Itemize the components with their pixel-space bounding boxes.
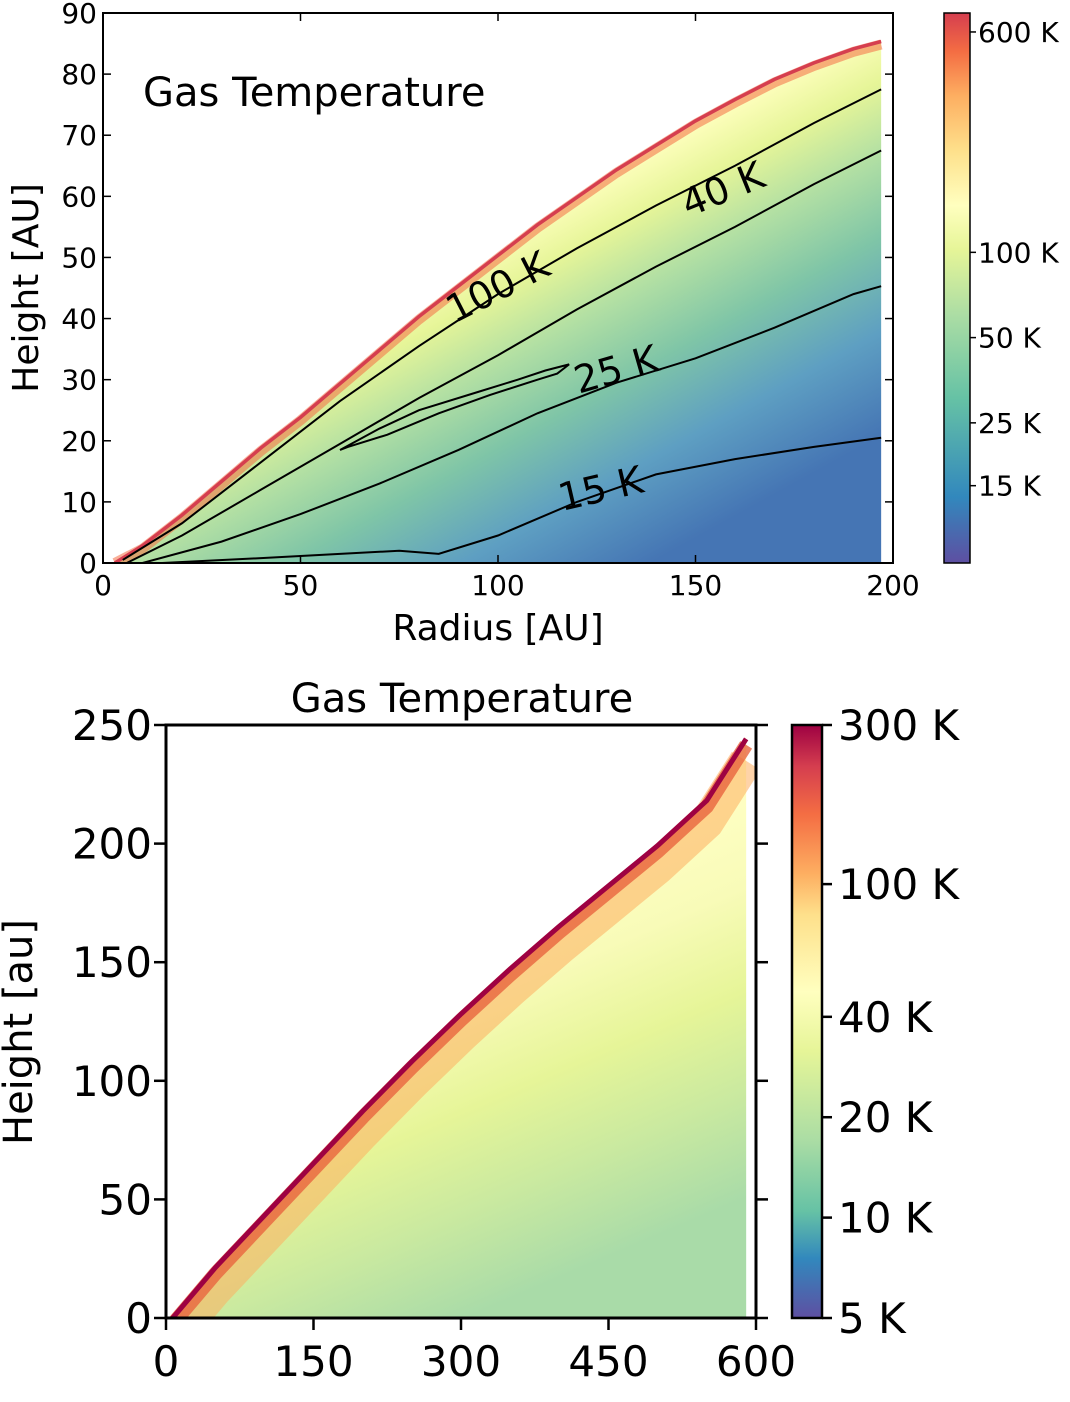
contour-line-0 (122, 88, 882, 561)
chart-1-colorbar (943, 12, 971, 564)
chart-1-x-axis-label: Radius [AU] (392, 608, 603, 649)
chart-2-plot-area (168, 736, 756, 1318)
x-tick-label: 100 (471, 569, 524, 602)
colorbar-tick-label: 15 K (978, 470, 1042, 503)
chart-2-hottest-layer (169, 737, 749, 1318)
colorbar-tick-label: 50 K (978, 322, 1042, 355)
colorbar-tick-label: 300 K (838, 701, 961, 750)
colorbar-tick-label: 25 K (978, 407, 1042, 440)
colorbar-tick-label: 600 K (978, 16, 1059, 49)
y-tick-label: 20 (61, 425, 97, 458)
contour-line-3 (162, 436, 882, 563)
y-tick-label: 150 (72, 938, 152, 987)
chart-2-y-axis-label: Height [au] (0, 919, 42, 1145)
y-tick-label: 250 (72, 701, 152, 750)
x-tick-label: 300 (421, 1337, 501, 1386)
y-tick-label: 10 (61, 486, 97, 519)
chart-1-svg: 100 K40 K25 K15 K 0 50 100 150 200 0 10 20 30 40 5… (6, 0, 1059, 649)
chart-2-hot-layer (168, 741, 753, 1318)
colorbar-tick-label: 20 K (838, 1093, 934, 1142)
y-tick-label: 80 (61, 58, 97, 91)
chart-2-warm-layer (168, 751, 756, 1318)
y-tick-label: 0 (125, 1294, 152, 1343)
chart-1-annotation: Gas Temperature (143, 70, 485, 116)
x-tick-label: 600 (716, 1337, 796, 1386)
y-tick-label: 50 (99, 1175, 152, 1224)
chart-1-disk-region (114, 40, 882, 563)
x-tick-label: 150 (273, 1337, 353, 1386)
colorbar-tick-label: 10 K (838, 1194, 934, 1243)
y-tick-label: 60 (61, 180, 97, 213)
y-tick-label: 30 (61, 364, 97, 397)
x-tick-label: 50 (283, 569, 319, 602)
y-tick-label: 90 (61, 0, 97, 30)
chart-1-hottest-surface-layer (113, 39, 882, 563)
colorbar-tick-label: 40 K (838, 993, 934, 1042)
y-tick-label: 40 (61, 303, 97, 336)
x-tick-label: 200 (866, 569, 919, 602)
contour-line-1 (126, 149, 882, 563)
x-tick-label: 0 (94, 569, 112, 602)
y-tick-label: 200 (72, 820, 152, 869)
colorbar-tick-label: 5 K (838, 1294, 907, 1343)
colorbar-tick-label: 100 K (838, 860, 961, 909)
y-tick-label: 50 (61, 241, 97, 274)
chart-2-title: Gas Temperature (291, 676, 633, 722)
chart-1-y-axis-label: Height [AU] (6, 183, 47, 393)
chart-1-hot-surface-layer (112, 39, 883, 563)
y-tick-label: 70 (61, 119, 97, 152)
chart-2-svg: Gas Temperature 0 150 300 450 600 0 50 100 150 20… (0, 676, 961, 1386)
y-tick-label: 0 (79, 547, 97, 580)
chart-2-colorbar (790, 723, 824, 1320)
contour-line-2 (142, 285, 882, 563)
x-tick-label: 150 (669, 569, 722, 602)
x-tick-label: 450 (568, 1337, 648, 1386)
x-tick-label: 0 (153, 1337, 180, 1386)
closed-contour-loop (339, 363, 570, 451)
colorbar-tick-label: 100 K (978, 236, 1059, 269)
y-tick-label: 100 (72, 1057, 152, 1106)
chart-1-plot-area: 100 K40 K25 K15 K (112, 39, 883, 563)
